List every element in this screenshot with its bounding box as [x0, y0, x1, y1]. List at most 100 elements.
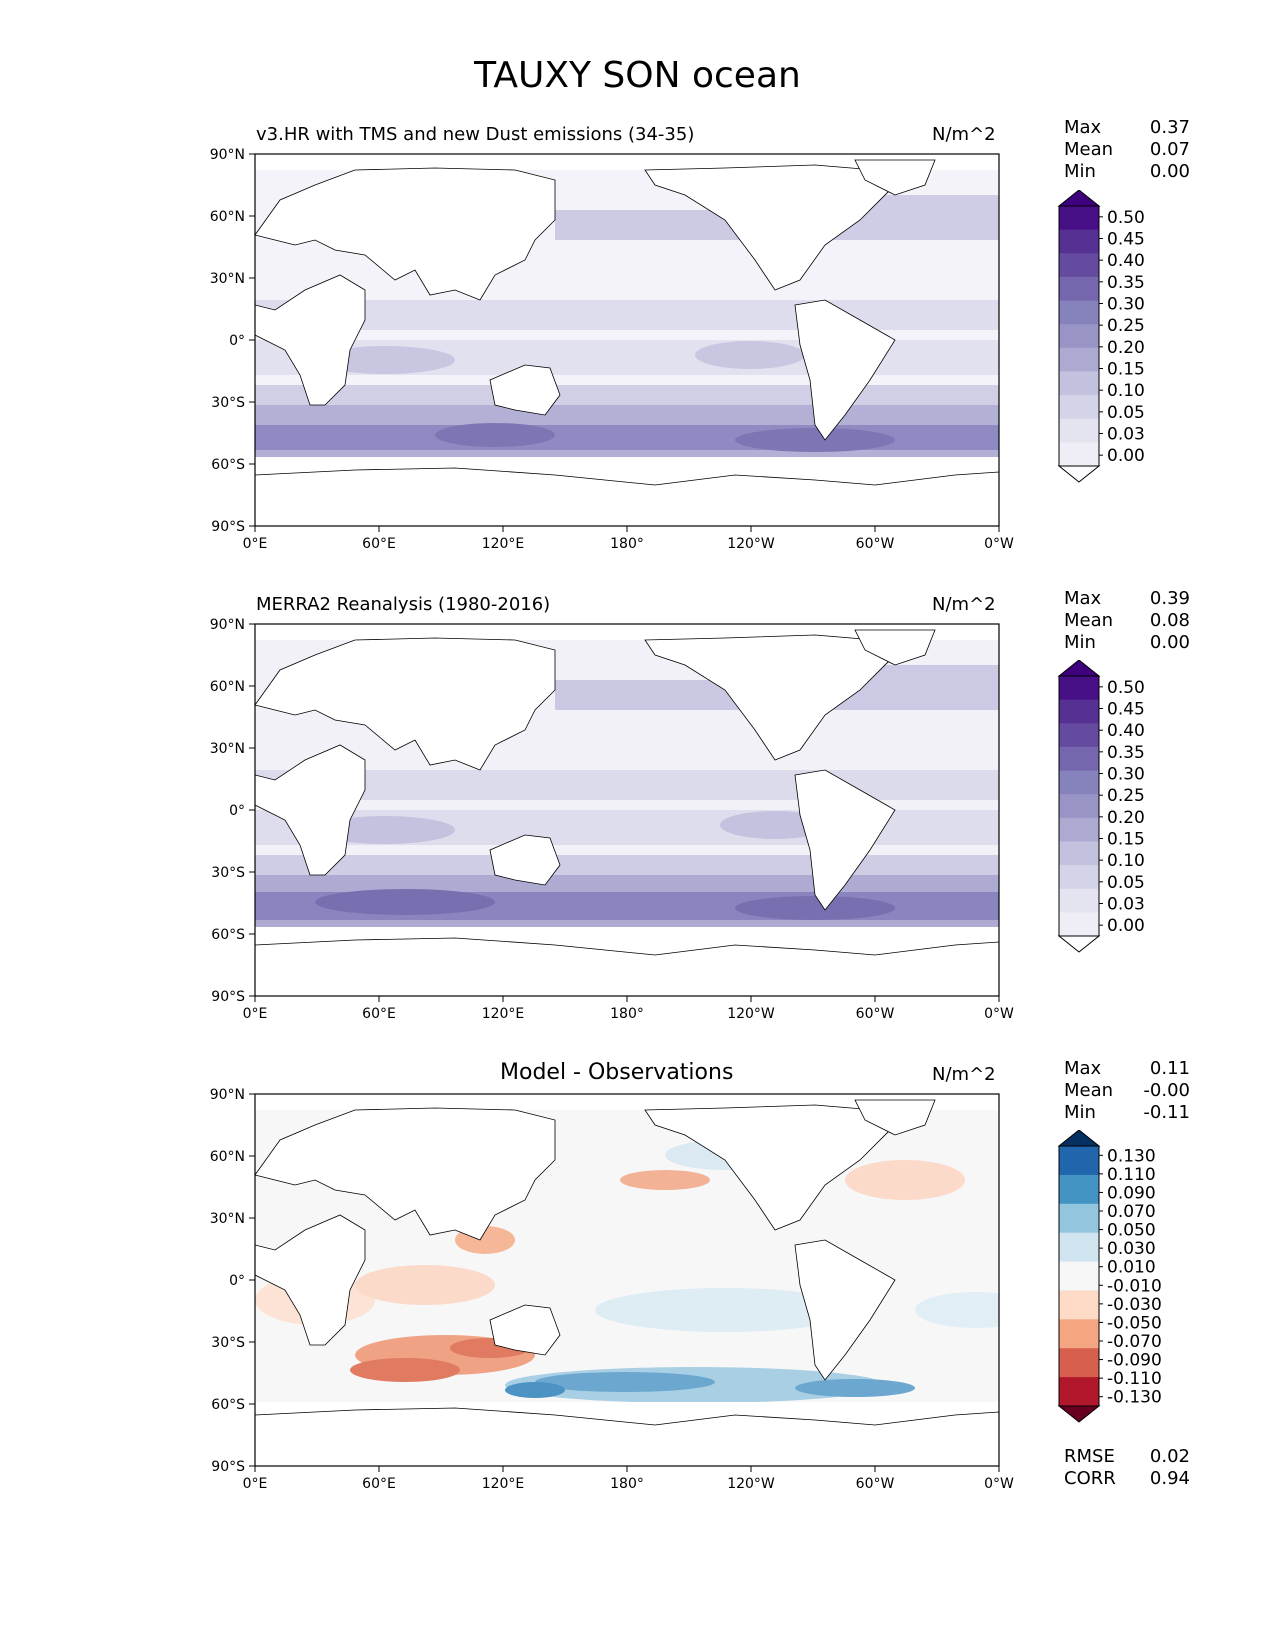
lon-tick-label: 0°E — [243, 1476, 268, 1492]
band-midlat-south — [255, 385, 999, 405]
panel-1-min-label: Min — [1064, 161, 1096, 182]
panel-2-units: N/m^2 — [932, 594, 996, 615]
colorbar-bin — [1059, 276, 1099, 302]
colorbar-arrow-bottom — [1057, 1405, 1101, 1423]
lat-tick-label: 30°S — [211, 395, 245, 411]
colorbar-bin — [1059, 253, 1099, 278]
colorbar-tick-label: 0.030 — [1107, 1239, 1156, 1259]
lat-tick-label: 30°S — [211, 865, 245, 881]
panel-3-colorbar: 0.1300.1100.0900.0700.0500.0300.010-0.01… — [1057, 1130, 1162, 1423]
colorbar-bin — [1059, 442, 1099, 467]
australia — [489, 364, 561, 416]
anomaly-positive — [915, 1292, 999, 1328]
anomaly-positive-strong — [535, 1372, 715, 1392]
lon-tick-label: 60°E — [362, 536, 396, 552]
band-midlat-south — [255, 855, 999, 875]
panel-1-colorbar: 0.500.450.400.350.300.250.200.150.100.05… — [1057, 190, 1145, 483]
eurasia — [255, 637, 556, 771]
colorbar-arrow-bottom — [1057, 935, 1101, 953]
colorbar-tick-label: 0.03 — [1107, 425, 1145, 445]
africa — [255, 1214, 366, 1346]
colorbar-bin — [1059, 865, 1099, 890]
colorbar-tick-label: 0.15 — [1107, 830, 1145, 850]
colorbar-tick-label: 0.03 — [1107, 895, 1145, 915]
corr-value: 0.94 — [1149, 1468, 1190, 1489]
colorbar-tick-label: -0.130 — [1107, 1388, 1162, 1408]
greenland — [854, 159, 936, 196]
eurasia — [255, 1107, 556, 1241]
lon-tick-label: 120°W — [727, 1006, 775, 1022]
colorbar-bin — [1059, 300, 1099, 325]
panel-1-title: v3.HR with TMS and new Dust emissions (3… — [256, 124, 695, 145]
lat-tick-label: 30°N — [210, 741, 245, 757]
panel-2-mean-label: Mean — [1064, 610, 1114, 631]
band-tropics — [255, 770, 999, 800]
colorbar-bin — [1059, 888, 1099, 913]
colorbar-tick-label: 0.130 — [1107, 1146, 1156, 1166]
colorbar-bin — [1059, 206, 1099, 231]
band-tropics — [255, 300, 999, 330]
lat-tick-label: 60°S — [211, 457, 245, 473]
colorbar-bin — [1059, 418, 1099, 443]
colorbar-bin — [1059, 395, 1099, 420]
australia — [489, 1304, 561, 1356]
antarctica — [255, 937, 999, 996]
colorbar-tick-label: 0.050 — [1107, 1221, 1156, 1241]
lon-tick-label: 0°W — [984, 536, 1014, 552]
corr-label: CORR — [1064, 1468, 1116, 1489]
colorbar-outline — [1058, 205, 1100, 467]
lat-tick-label: 0° — [229, 1273, 245, 1289]
lon-ticks: 0°E 60°E 120°E 180° 120°W 60°W 0°W — [243, 1466, 1014, 1492]
colorbar-tick-label: -0.070 — [1107, 1332, 1162, 1352]
panel-1-max-label: Max — [1064, 117, 1102, 138]
eurasia — [255, 167, 556, 301]
lat-tick-label: 30°N — [210, 1211, 245, 1227]
lat-tick-label: 90°S — [211, 1459, 245, 1475]
lat-tick-label: 30°N — [210, 271, 245, 287]
lon-tick-label: 0°W — [984, 1476, 1014, 1492]
colorbar-bin — [1059, 1146, 1099, 1176]
lon-tick-label: 180° — [610, 536, 644, 552]
colorbar-tick-label: -0.110 — [1107, 1369, 1162, 1389]
anomaly-negative-strong — [350, 1358, 460, 1382]
anomaly-negative — [845, 1160, 965, 1200]
colorbar-tick-label: 0.35 — [1107, 743, 1145, 763]
colorbar-tick-label: 0.010 — [1107, 1258, 1156, 1278]
colorbar-bin — [1059, 1203, 1099, 1234]
lon-tick-label: 0°E — [243, 1006, 268, 1022]
lon-tick-label: 60°W — [856, 1006, 895, 1022]
trade-wind-blob — [315, 346, 455, 374]
colorbar-tick-label: 0.10 — [1107, 851, 1145, 871]
lat-ticks: 90°N 60°N 30°N 0° 30°S 60°S 90°S — [210, 147, 255, 535]
colorbar-bin — [1059, 1348, 1099, 1378]
lat-ticks: 90°N 60°N 30°N 0° 30°S 60°S 90°S — [210, 617, 255, 1005]
colorbar-bin — [1059, 723, 1099, 748]
colorbar-outline — [1058, 675, 1100, 937]
colorbar-bin — [1059, 912, 1099, 937]
colorbar-tick-label: 0.40 — [1107, 251, 1145, 271]
panel-1-map: 90°N 60°N 30°N 0° 30°S 60°S 90°S 0°E 60°… — [210, 147, 1014, 552]
south-america — [794, 769, 896, 911]
sh-jet-blob — [435, 423, 555, 447]
greenland — [854, 629, 936, 666]
colorbar-tick-label: 0.30 — [1107, 295, 1145, 315]
lat-tick-label: 60°N — [210, 679, 245, 695]
panel-3-min-value: -0.11 — [1143, 1102, 1190, 1123]
colorbar-bin — [1059, 817, 1099, 842]
panel-2-title: MERRA2 Reanalysis (1980-2016) — [256, 594, 551, 615]
colorbar-tick-label: 0.40 — [1107, 721, 1145, 741]
colorbar-tick-label: 0.35 — [1107, 273, 1145, 293]
lat-tick-label: 60°S — [211, 1397, 245, 1413]
colorbar-tick-label: 0.20 — [1107, 338, 1145, 358]
colorbar-tick-label: 0.20 — [1107, 808, 1145, 828]
lon-ticks: 0°E 60°E 120°E 180° 120°W 60°W 0°W — [243, 996, 1014, 1022]
lon-tick-label: 120°E — [482, 1006, 525, 1022]
lat-tick-label: 0° — [229, 803, 245, 819]
colorbar-tick-label: 0.10 — [1107, 381, 1145, 401]
colorbar-bin — [1059, 1261, 1099, 1291]
lon-tick-label: 0°E — [243, 536, 268, 552]
lon-tick-label: 60°E — [362, 1006, 396, 1022]
colorbar-bin — [1059, 699, 1099, 724]
australia — [489, 834, 561, 886]
colorbar-tick-label: 0.50 — [1107, 208, 1145, 228]
